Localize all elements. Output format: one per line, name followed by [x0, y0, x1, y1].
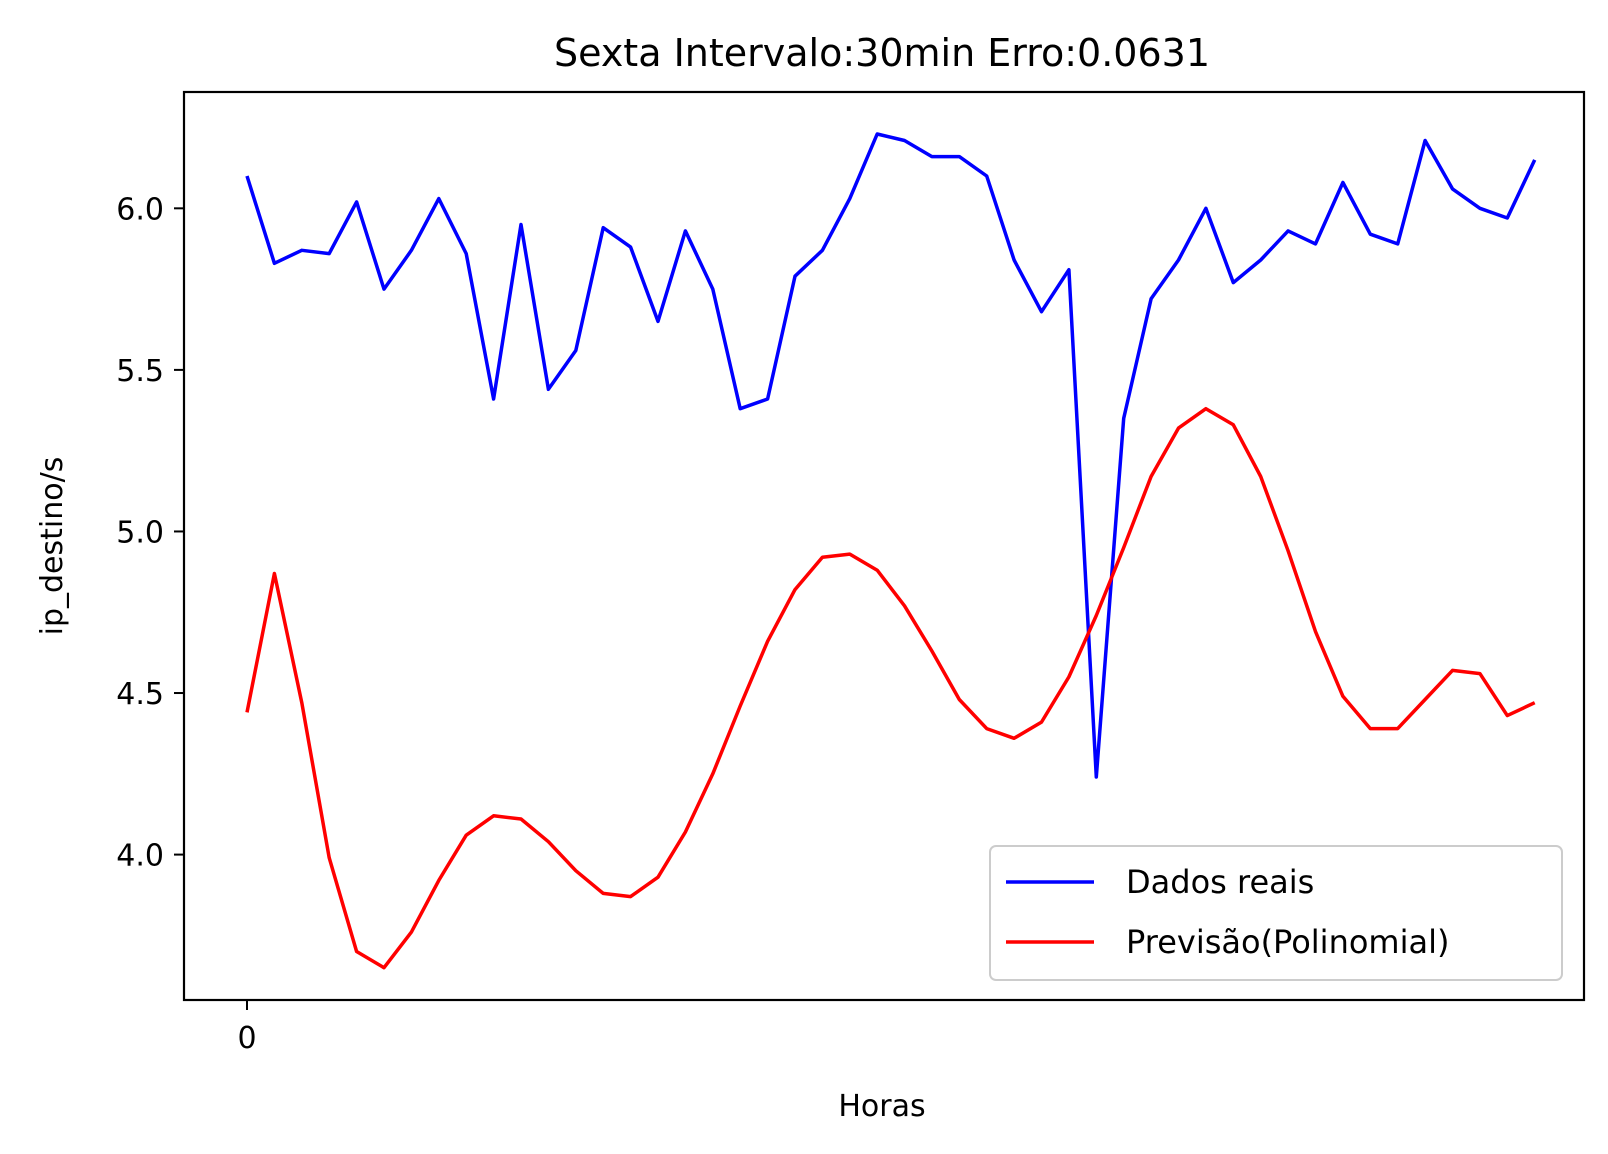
- y-tick-label-2: 5.0: [116, 515, 164, 550]
- legend-box: [989, 845, 1563, 981]
- y-tick-label-4: 6.0: [116, 192, 164, 227]
- y-tick-label-3: 5.5: [116, 354, 164, 389]
- plot-frame: [182, 90, 1586, 1002]
- x-axis-label: Horas: [838, 1089, 925, 1124]
- y-tick-label-1: 4.5: [116, 677, 164, 712]
- plot-series: [245, 132, 1537, 970]
- legend-label-dados-reais: Dados reais: [1126, 863, 1314, 901]
- chart-title: Sexta Intervalo:30min Erro:0.0631: [554, 31, 1210, 75]
- series-line-0: [245, 132, 1537, 779]
- y-axis-label: ip_destino/s: [35, 457, 70, 636]
- x-axis-ticks: 0: [237, 1000, 257, 1056]
- series-line-1: [245, 406, 1536, 970]
- legend: Dados reais Previsão(Polinomial): [989, 845, 1563, 981]
- x-tick-label-0: 0: [237, 1021, 256, 1056]
- legend-label-previsao-polinomial: Previsão(Polinomial): [1126, 923, 1449, 961]
- y-axis-ticks: 4.0 4.5 5.0 5.5 6.0: [116, 192, 184, 874]
- y-tick-label-0: 4.0: [116, 839, 164, 874]
